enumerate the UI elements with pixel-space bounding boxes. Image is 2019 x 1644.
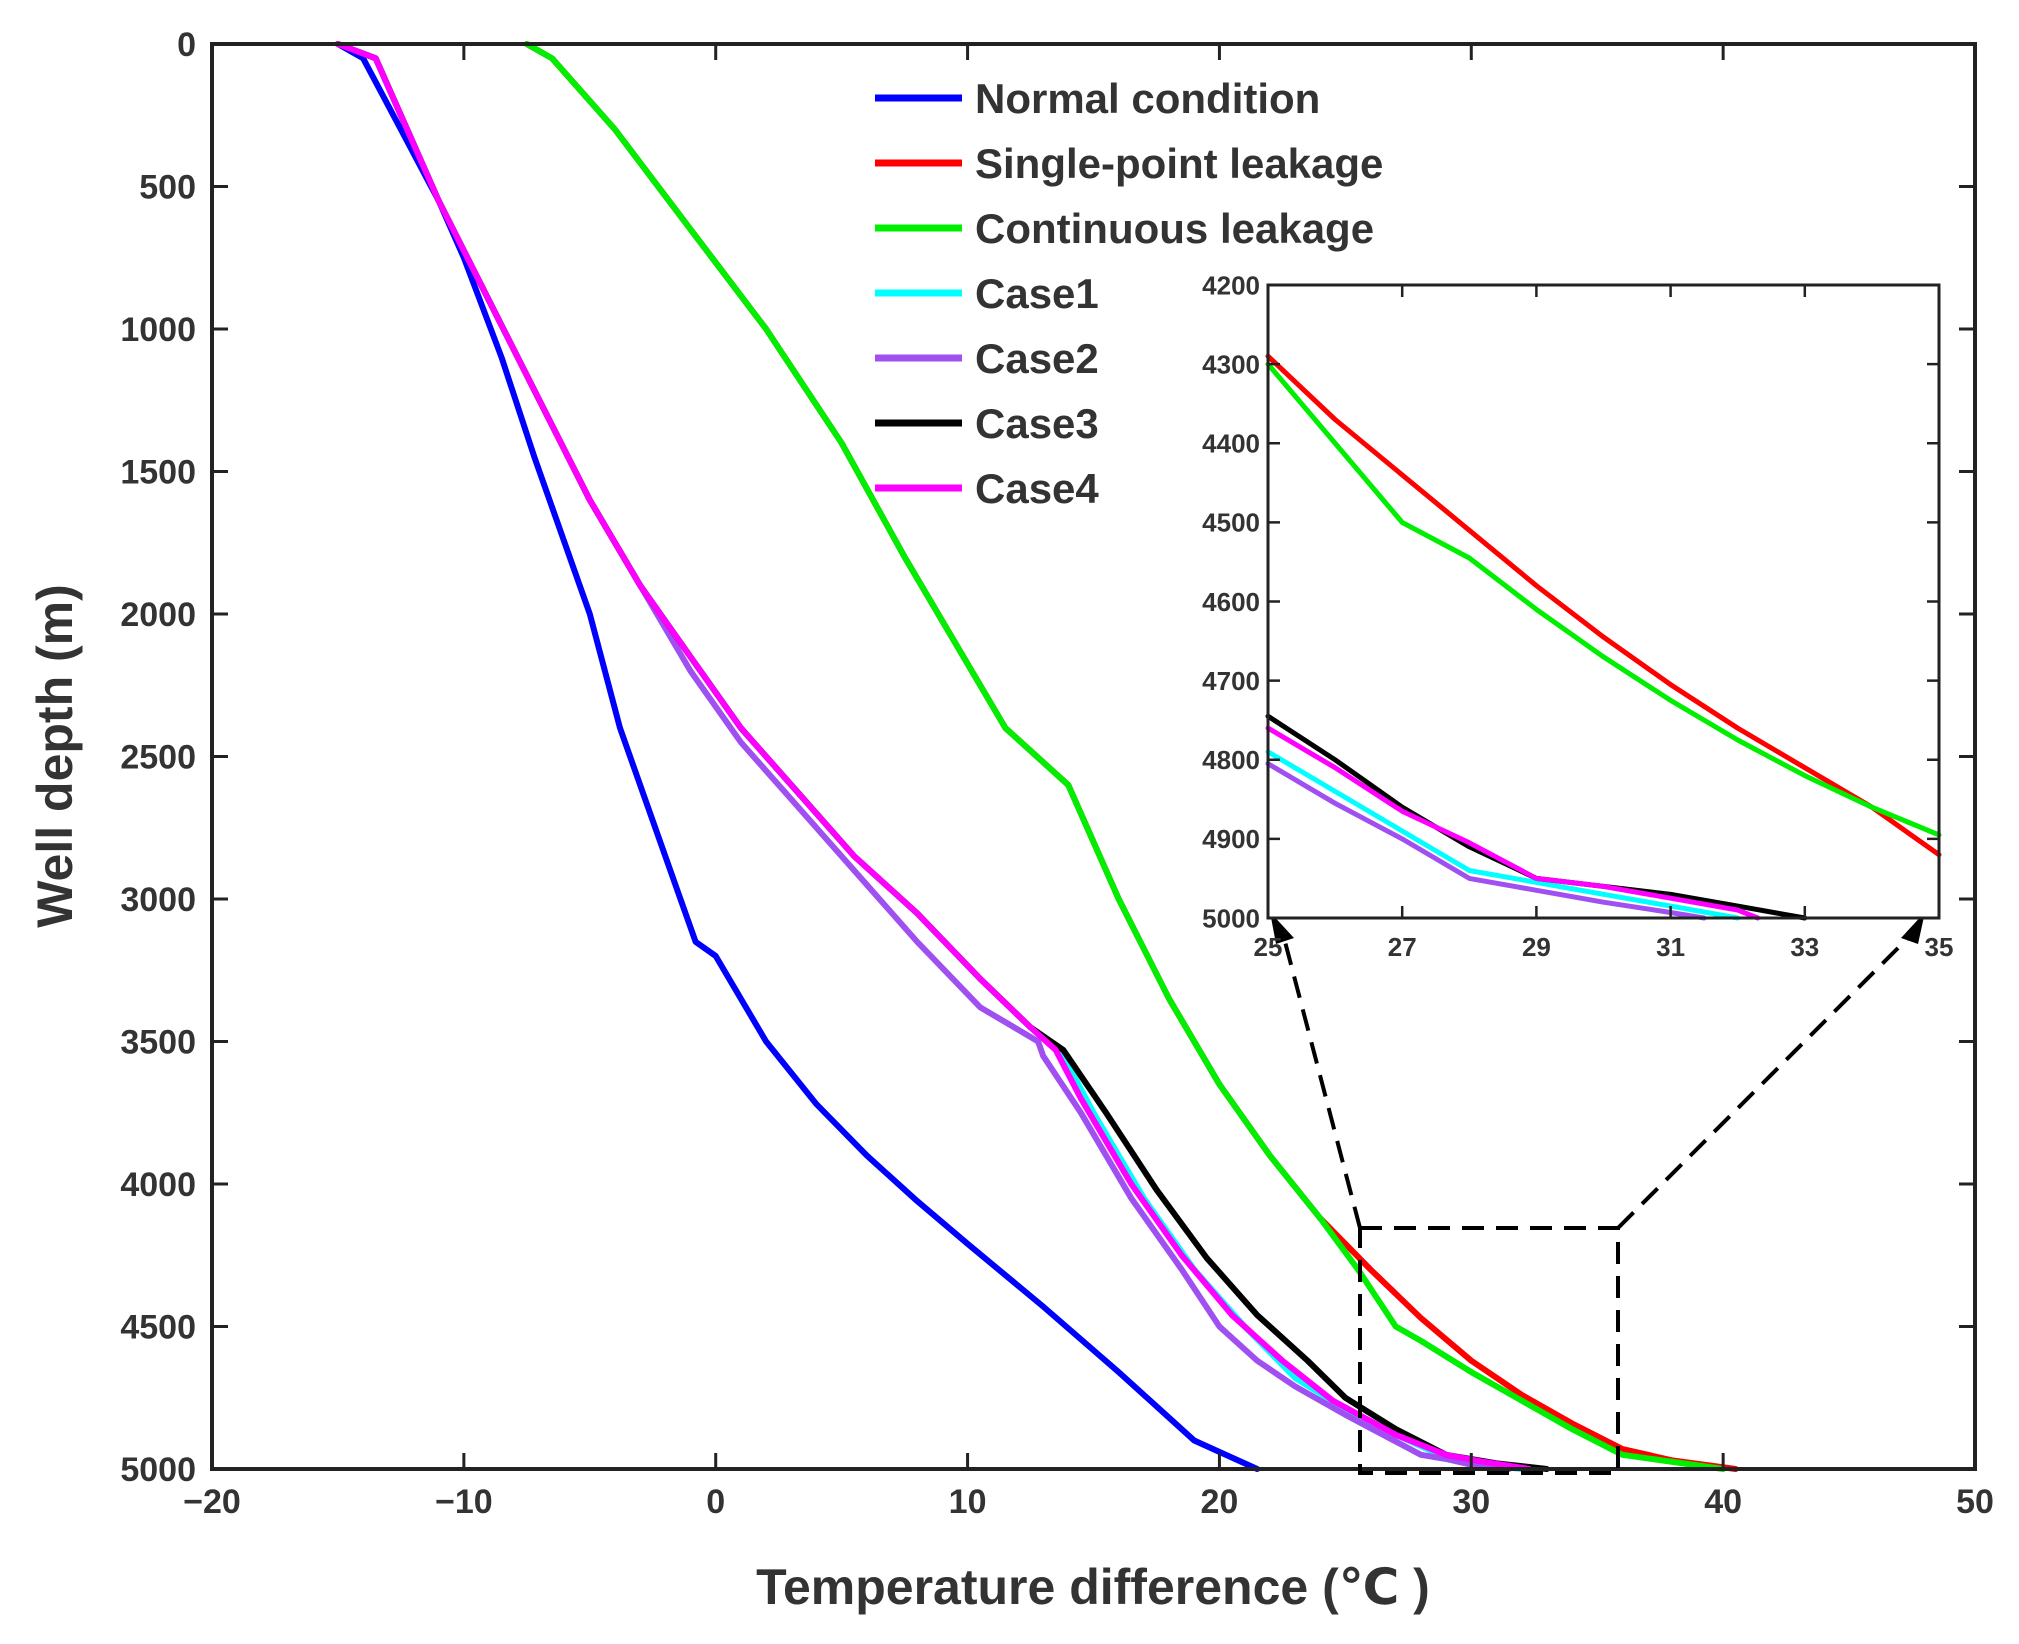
x-tick-label: 0: [706, 1483, 725, 1521]
zoom-arrow-right-icon: [1901, 912, 1925, 944]
zoom-connector-left: [1281, 933, 1362, 1229]
inset-y-tick-label: 4600: [1202, 587, 1260, 617]
inset-x-tick-label: 35: [1925, 932, 1954, 962]
inset-series-group: [1265, 353, 1942, 921]
zoom-arrow-left-icon: [1270, 912, 1294, 944]
y-axis-label: Well depth (m): [27, 584, 83, 928]
x-tick-label: −10: [435, 1483, 493, 1521]
inset-plot: 25 27 29 31 33 35 4200 4300 4400 4500 4600 4700 480…: [1202, 270, 1953, 962]
y-tick-label: 5000: [120, 1451, 196, 1489]
inset-y-tick-label: 4200: [1202, 270, 1260, 300]
inset-series-line-case2: [1265, 761, 1707, 921]
legend-label-case2: Case2: [975, 335, 1099, 382]
y-tick-label: 3500: [120, 1024, 196, 1062]
legend-label-single-point-leakage: Single-point leakage: [975, 140, 1383, 187]
inset-series-line-case1: [1265, 749, 1741, 921]
legend-label-case4: Case4: [975, 465, 1099, 512]
main-series-group: [334, 41, 1739, 1472]
inset-y-tick-label: 4800: [1202, 745, 1260, 775]
inset-y-tick-label: 4300: [1202, 349, 1260, 379]
inset-series-line-single-point-leakage: [1265, 353, 1942, 858]
x-tick-label: 40: [1704, 1483, 1742, 1521]
y-tick-label: 500: [139, 169, 196, 207]
x-axis-label: Temperature difference (℃ ): [756, 1559, 1430, 1615]
inset-y-ticks: 4200 4300 4400 4500 4600 4700 4800 4900 5000: [1202, 270, 1939, 933]
inset-y-tick-label: 4900: [1202, 824, 1260, 854]
inset-y-tick-label: 4500: [1202, 508, 1260, 538]
series-line-case4: [334, 41, 1533, 1472]
inset-x-tick-label: 33: [1790, 932, 1819, 962]
zoom-connector-right: [1616, 932, 1914, 1230]
inset-y-tick-label: 4700: [1202, 666, 1260, 696]
y-tick-label: 1000: [120, 311, 196, 349]
inset-series-line-case4: [1265, 725, 1761, 921]
y-tick-label: 1500: [120, 454, 196, 492]
y-tick-label: 4000: [120, 1166, 196, 1204]
inset-x-tick-label: 29: [1522, 932, 1551, 962]
x-tick-label: 30: [1452, 1483, 1490, 1521]
legend: Normal condition Single-point leakage Cont…: [875, 75, 1383, 512]
y-tick-label: 3000: [120, 881, 196, 919]
inset-x-ticks: 25 27 29 31 33 35: [1254, 285, 1954, 962]
y-tick-label: 2500: [120, 739, 196, 777]
zoom-region-box: [1358, 1226, 1620, 1475]
main-plot: −20 −10 0 10 20 30 40 50 0 500 1000 1500 2000 2500 30…: [120, 26, 1994, 1521]
series-line-continuous-leakage: [523, 41, 1727, 1472]
y-tick-label: 2000: [120, 596, 196, 634]
main-y-ticks: 0 500 1000 1500 2000 2500 3000 3500 4000 4500 5000: [120, 26, 1975, 1489]
inset-background: [1268, 285, 1939, 918]
inset-x-tick-label: 27: [1388, 932, 1417, 962]
x-tick-label: 20: [1201, 1483, 1239, 1521]
x-tick-label: 10: [949, 1483, 987, 1521]
x-tick-label: −20: [183, 1483, 241, 1521]
inset-x-tick-label: 25: [1254, 932, 1283, 962]
x-tick-label: 50: [1956, 1483, 1994, 1521]
inset-series-line-continuous-leakage: [1265, 361, 1942, 838]
legend-label-normal-condition: Normal condition: [975, 75, 1320, 122]
inset-y-tick-label: 4400: [1202, 429, 1260, 459]
y-tick-label: 0: [177, 26, 196, 64]
y-tick-label: 4500: [120, 1309, 196, 1347]
legend-label-case1: Case1: [975, 270, 1099, 317]
inset-y-tick-label: 5000: [1202, 903, 1260, 933]
inset-x-tick-label: 31: [1656, 932, 1685, 962]
zoom-indicator: [1270, 912, 1925, 1475]
main-x-ticks: −20 −10 0 10 20 30 40 50: [183, 44, 1994, 1521]
legend-label-continuous-leakage: Continuous leakage: [975, 205, 1374, 252]
legend-label-case3: Case3: [975, 400, 1099, 447]
